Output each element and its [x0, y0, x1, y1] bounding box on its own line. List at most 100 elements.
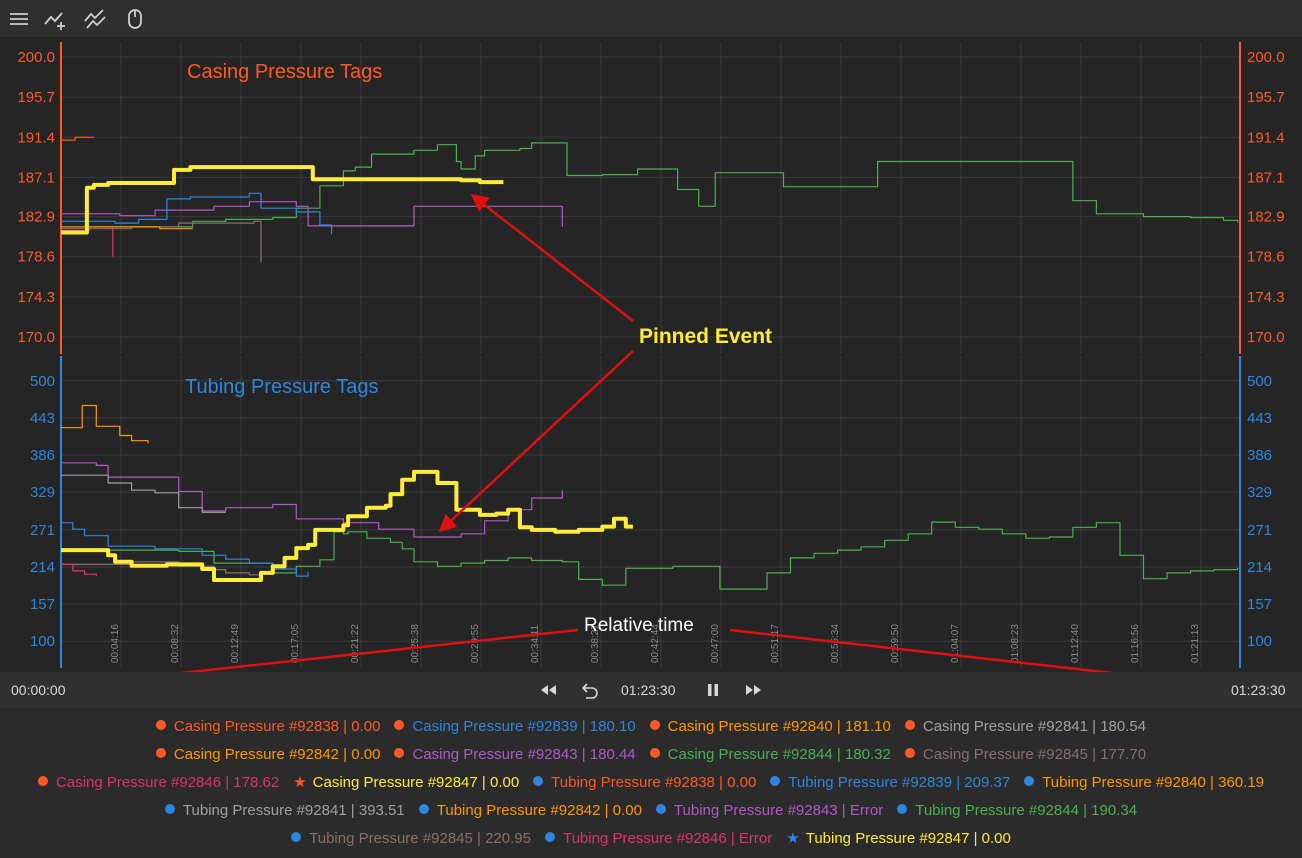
y-tick-label-right: 195.7 — [1247, 89, 1285, 106]
legend-item[interactable]: ★ Casing Pressure #92847 | 0.00 — [293, 769, 519, 797]
legend-label: Tubing Pressure #92847 | 0.00 — [805, 830, 1011, 847]
legend-item[interactable]: Tubing Pressure #92845 | 220.95 — [291, 825, 531, 853]
legend-item[interactable]: Casing Pressure #92842 | 0.00 — [155, 741, 380, 769]
legend-item[interactable]: Casing Pressure #92843 | 180.44 — [394, 741, 636, 769]
series-line[interactable] — [61, 220, 262, 263]
series-line[interactable] — [101, 521, 1239, 590]
y-tick-label-left: 187.1 — [17, 169, 55, 186]
y-tick-label-left: 500 — [30, 373, 55, 390]
rewind-button[interactable] — [538, 680, 560, 700]
x-tick-label: 01:16:56 — [1130, 624, 1141, 663]
x-tick-label: 01:21:13 — [1190, 624, 1201, 663]
y-tick-label-left: 329 — [30, 484, 55, 501]
x-tick-label: 00:29:55 — [470, 624, 481, 663]
series-line[interactable] — [61, 404, 149, 444]
legend-label: Casing Pressure #92847 | 0.00 — [312, 774, 520, 791]
x-tick-label: 00:47:00 — [710, 624, 721, 663]
x-tick-label: 00:55:34 — [830, 624, 841, 663]
tubing-chart-title: Tubing Pressure Tags — [185, 376, 378, 398]
legend-dot-icon — [155, 748, 166, 758]
start-time: 00:00:00 — [11, 682, 66, 698]
legend-label: Casing Pressure #92843 | 180.44 — [412, 746, 636, 763]
menu-icon[interactable] — [6, 6, 32, 32]
legend-item[interactable]: Casing Pressure #92844 | 180.32 — [649, 741, 891, 769]
legend-item[interactable]: Tubing Pressure #92846 | Error — [544, 825, 773, 853]
legend-label: Tubing Pressure #92846 | Error — [562, 830, 773, 847]
fast-forward-button[interactable] — [742, 680, 764, 700]
current-time: 01:23:30 — [621, 682, 676, 698]
legend-dot-icon — [544, 832, 555, 842]
y-tick-label-right: 157 — [1247, 596, 1272, 613]
casing-pressure-chart[interactable]: 170.0 170.0 174.3 174.3 178.6 178.6 182.9 182.9… — [17, 42, 1285, 354]
series-line[interactable] — [61, 522, 309, 577]
legend-item[interactable]: Tubing Pressure #92838 | 0.00 — [533, 769, 756, 797]
x-tick-label: 00:04:16 — [110, 624, 121, 663]
legend-item[interactable]: Tubing Pressure #92843 | Error — [655, 797, 883, 825]
legend-label: Casing Pressure #92845 | 177.70 — [922, 746, 1147, 763]
legend-label: Casing Pressure #92838 | 0.00 — [173, 718, 381, 735]
y-tick-label-left: 200.0 — [17, 49, 55, 66]
toolbar — [0, 0, 1302, 38]
series-line[interactable] — [61, 165, 504, 235]
rewind-icon — [541, 685, 556, 695]
legend-dot-icon — [655, 804, 666, 814]
relative-arrow-right — [729, 628, 1115, 672]
legend-dot-icon — [897, 804, 908, 814]
legend-label: Tubing Pressure #92839 | 209.37 — [788, 774, 1011, 791]
series-line[interactable] — [101, 142, 1239, 228]
legend-item[interactable]: Casing Pressure #92840 | 181.10 — [649, 713, 891, 741]
legend-item[interactable]: Tubing Pressure #92839 | 209.37 — [770, 769, 1010, 797]
series-line[interactable] — [61, 469, 633, 582]
reset-button[interactable] — [579, 680, 601, 700]
add-series-icon[interactable] — [42, 6, 68, 32]
y-tick-label-right: 214 — [1247, 559, 1272, 576]
series-line[interactable] — [61, 201, 563, 227]
legend-dot-icon — [418, 804, 429, 814]
series-line[interactable] — [61, 226, 193, 230]
casing-chart-title: Casing Pressure Tags — [187, 61, 382, 83]
legend-item[interactable]: Tubing Pressure #92840 | 360.19 — [1024, 769, 1264, 797]
legend-label: Tubing Pressure #92844 | 190.34 — [915, 802, 1138, 819]
series-line[interactable] — [61, 474, 226, 513]
undo-icon — [581, 683, 598, 699]
legend-dot-icon — [904, 720, 915, 730]
y-tick-label-left: 191.4 — [17, 129, 55, 146]
legend-item[interactable]: Casing Pressure #92846 | 178.62 — [37, 769, 280, 797]
y-tick-label-left: 174.3 — [17, 289, 55, 306]
pause-button[interactable] — [702, 680, 724, 700]
legend-dot-icon — [291, 832, 302, 842]
y-tick-label-right: 500 — [1247, 373, 1272, 390]
y-tick-label-right: 200.0 — [1247, 49, 1285, 66]
series-line[interactable] — [61, 563, 97, 577]
legend-label: Casing Pressure #92844 | 180.32 — [667, 746, 891, 763]
series-line[interactable] — [61, 136, 94, 141]
legend-item[interactable]: Casing Pressure #92841 | 180.54 — [904, 713, 1147, 741]
legend-item[interactable]: Tubing Pressure #92844 | 190.34 — [897, 797, 1137, 825]
legend-row: Tubing Pressure #92845 | 220.95 Tubing Pr… — [0, 825, 1302, 853]
compare-series-icon[interactable] — [82, 6, 108, 32]
legend-item[interactable]: Tubing Pressure #92842 | 0.00 — [418, 797, 642, 825]
legend-item[interactable]: ★ Tubing Pressure #92847 | 0.00 — [786, 825, 1011, 853]
y-tick-label-left: 443 — [30, 410, 55, 427]
legend-label: Casing Pressure #92846 | 178.62 — [55, 774, 280, 791]
y-tick-label-right: 178.6 — [1247, 249, 1285, 266]
legend-item[interactable]: Tubing Pressure #92841 | 393.51 — [164, 797, 405, 825]
mouse-icon[interactable] — [122, 6, 148, 32]
legend-item[interactable]: Casing Pressure #92839 | 180.10 — [394, 713, 636, 741]
legend-item[interactable]: Casing Pressure #92838 | 0.00 — [155, 713, 381, 741]
legend-label: Casing Pressure #92841 | 180.54 — [922, 718, 1147, 735]
annotations: Pinned Event Relative time — [179, 193, 1115, 672]
legend-dot-icon — [37, 776, 48, 786]
x-tick-label: 00:08:32 — [170, 624, 181, 663]
legend-dot-icon — [394, 748, 405, 758]
series-line[interactable] — [61, 192, 333, 235]
y-tick-label-left: 386 — [30, 447, 55, 464]
series-line[interactable] — [61, 462, 563, 538]
legend-item[interactable]: Casing Pressure #92845 | 177.70 — [904, 741, 1147, 769]
pin-star-icon: ★ — [293, 774, 307, 791]
x-tick-label: 01:08:23 — [1010, 624, 1021, 663]
tubing-pressure-chart[interactable]: 100 100 157 157 214 214 271 271 329 329 386 386 443 4… — [30, 356, 1272, 668]
legend-row: Casing Pressure #92846 | 178.62 ★ Casing P… — [0, 769, 1302, 797]
pinned-arrow-bottom — [438, 350, 634, 533]
x-tick-label: 00:42:44 — [650, 624, 661, 663]
